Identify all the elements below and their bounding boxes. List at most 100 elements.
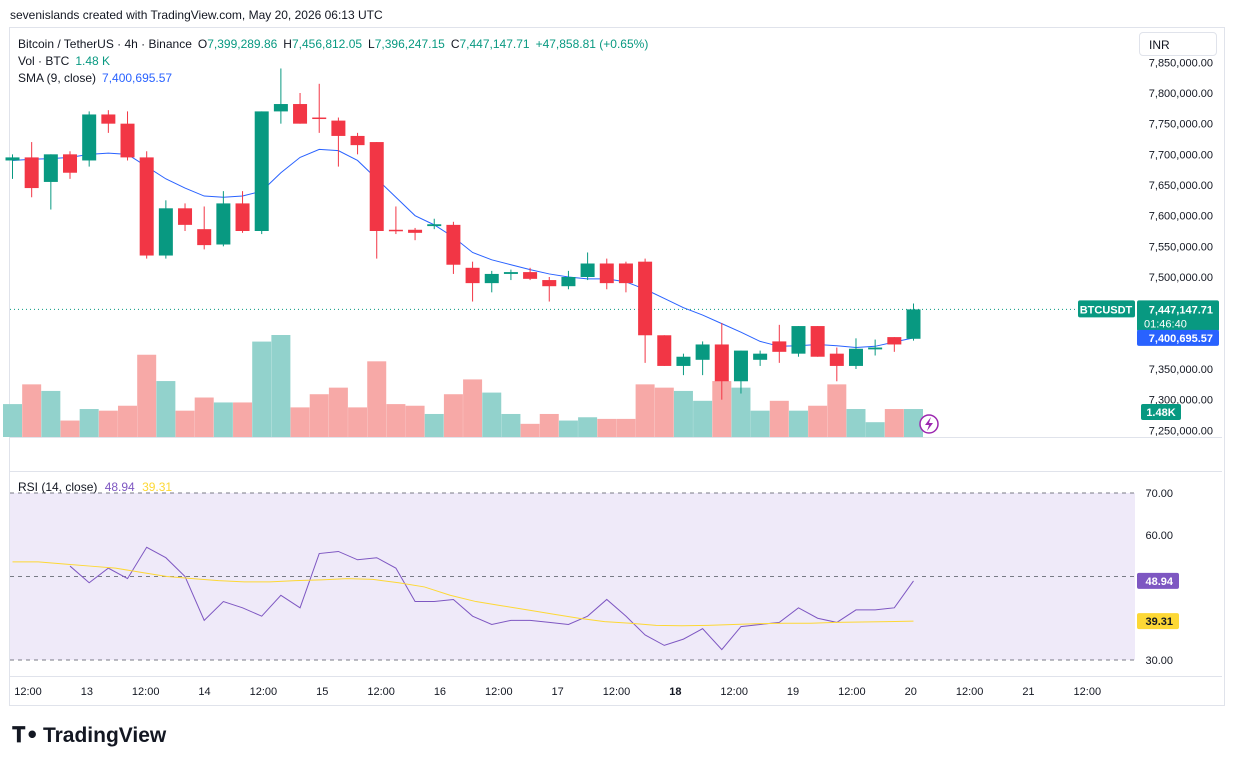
volume-bar [578, 417, 598, 437]
candle-body [24, 157, 39, 189]
symbol-badge-label: BTCUSDT [1080, 304, 1133, 316]
volume-bar [884, 409, 904, 437]
rsi-ma-value: 39.31 [142, 480, 173, 494]
volume-bar [903, 409, 923, 437]
candle-body [772, 341, 787, 352]
chart-frame [9, 27, 1225, 706]
candle-body [158, 208, 173, 256]
volume-bar [367, 361, 387, 437]
low-label: L [368, 37, 375, 51]
volume-bar [328, 387, 348, 437]
candle-body [312, 117, 327, 120]
candle-body [829, 353, 844, 366]
time-tick-label: 20 [905, 686, 917, 698]
price-tick-label: 7,850,000.00 [1149, 57, 1213, 69]
last-price-badge [1137, 300, 1219, 332]
candle-body [638, 261, 653, 336]
candle-body [542, 280, 557, 287]
volume-bar [654, 387, 674, 437]
candle-body [465, 267, 480, 284]
tradingview-logo-icon: 𝐓• [12, 723, 39, 747]
candle-body [446, 224, 461, 265]
candle-body [5, 157, 20, 161]
volume-bar [194, 397, 214, 437]
price-tick-label: 7,500,000.00 [1149, 272, 1213, 284]
time-tick-label: 12:00 [1074, 686, 1102, 698]
time-tick-label: 12:00 [14, 686, 42, 698]
candle-body [388, 229, 403, 232]
legend-sma: SMA (9, close) 7,400,695.57 [18, 70, 654, 87]
candle-body [733, 350, 748, 382]
candle-body [139, 157, 154, 256]
candle-body [484, 273, 499, 284]
volume-value: 1.48 K [75, 54, 111, 68]
candle-body [427, 224, 442, 227]
volume-bar [22, 384, 42, 437]
rsi-label: RSI (14, close) [18, 480, 98, 494]
time-tick-label: 15 [316, 686, 328, 698]
candle-body [331, 120, 346, 136]
volume-bars [3, 335, 923, 437]
low-value: 7,396,247.15 [374, 37, 445, 51]
volume-bar [731, 387, 751, 437]
time-tick-label: 12:00 [838, 686, 866, 698]
candle-body [120, 123, 135, 158]
candle-body [197, 229, 212, 246]
time-tick-label: 12:00 [132, 686, 160, 698]
volume-bar [558, 420, 578, 437]
volume-bar [616, 418, 636, 437]
candle-body [791, 326, 806, 354]
candle-body [273, 104, 288, 112]
rsi-ma-badge-label: 39.31 [1145, 616, 1173, 628]
candle-body [810, 326, 825, 357]
change-value: +47,858.81 (+0.65%) [535, 37, 649, 51]
sma-value: 7,400,695.57 [102, 71, 173, 85]
candle-body [369, 142, 384, 231]
rsi-badge-label: 48.94 [1145, 576, 1173, 588]
axis-badges: BTCUSDT 7,447,147.71 01:46:40 7,400,695.57 1… [919, 300, 1219, 630]
legend-volume: Vol · BTC 1.48 K [18, 53, 654, 70]
volume-bar [693, 400, 713, 437]
volume-bar [405, 405, 425, 437]
sma-badge [1137, 329, 1219, 346]
candle-body [503, 272, 518, 274]
close-label: C [450, 37, 460, 51]
price-tick-label: 7,700,000.00 [1149, 149, 1213, 161]
symbol-badge [1078, 300, 1135, 318]
currency-selector[interactable]: INR [1139, 32, 1217, 56]
candle-body [618, 263, 633, 284]
chart-legend: Bitcoin / TetherUS · 4h · Binance O7,399,… [18, 36, 654, 87]
close-value: 7,447,147.71 [459, 37, 530, 51]
candles [5, 68, 921, 400]
volume-badge [1141, 404, 1181, 420]
candle-body [561, 277, 576, 287]
rsi-background [10, 492, 1135, 661]
rsi-ma-badge [1137, 613, 1179, 630]
candle-body [714, 344, 729, 382]
price-tick-label: 7,300,000.00 [1149, 395, 1213, 407]
candle-body [753, 353, 768, 360]
price-tick-label: 7,250,000.00 [1149, 425, 1213, 437]
volume-badge-label: 1.48K [1146, 407, 1175, 419]
candle-body [408, 229, 423, 233]
volume-bar [808, 405, 828, 437]
high-label: H [283, 37, 292, 51]
high-value: 7,456,812.05 [291, 37, 363, 51]
sma-badge-label: 7,400,695.57 [1149, 333, 1213, 345]
volume-bar [424, 413, 444, 437]
volume-bar [348, 407, 368, 437]
candle-body [695, 344, 710, 360]
volume-bar [482, 392, 502, 437]
volume-bar [769, 400, 789, 437]
price-tick-label: 7,650,000.00 [1149, 180, 1213, 192]
candle-body [906, 309, 921, 339]
sma-label: SMA (9, close) [18, 71, 97, 85]
candle-body [293, 104, 308, 124]
volume-bar [443, 394, 463, 437]
candle-body [868, 347, 883, 350]
volume-bar [98, 410, 118, 437]
open-label: O [197, 37, 208, 51]
time-tick-label: 12:00 [720, 686, 748, 698]
candle-body [178, 208, 193, 225]
